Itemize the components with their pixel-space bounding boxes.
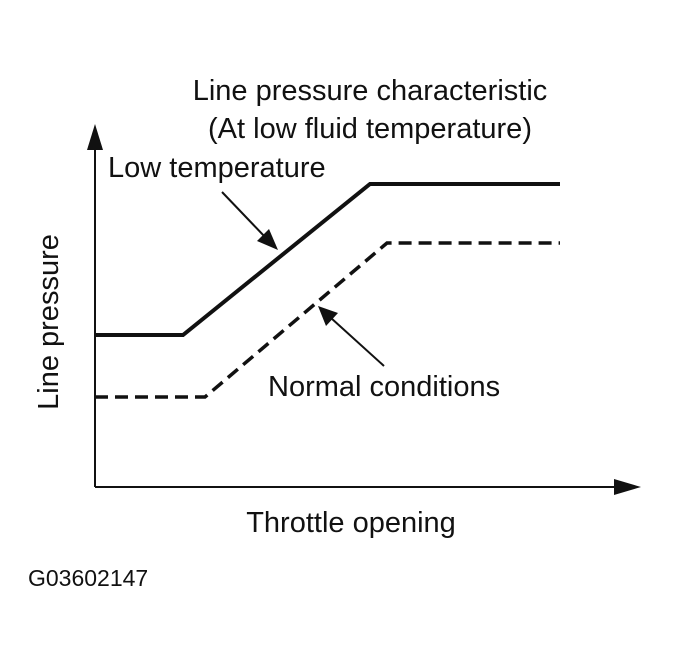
low-temperature-curve [95,182,560,337]
normal-conditions-leader [330,317,385,367]
normal-conditions-label: Normal conditions [268,371,500,403]
normal-conditions-arrowhead [318,306,338,326]
low-temperature-label: Low temperature [108,152,326,184]
y-axis-label: Line pressure [33,234,65,410]
diagram-title-line1: Line pressure characteristic [193,75,548,107]
low-temperature-arrowhead [257,229,278,250]
y-axis-arrowhead [87,124,103,150]
normal-conditions-curve [95,241,560,399]
x-axis-label: Throttle opening [246,507,456,539]
low-temperature-leader [221,191,267,239]
diagram-title-line2: (At low fluid temperature) [208,113,532,145]
figure-code: G03602147 [28,565,148,591]
x-axis-arrowhead [614,479,641,495]
